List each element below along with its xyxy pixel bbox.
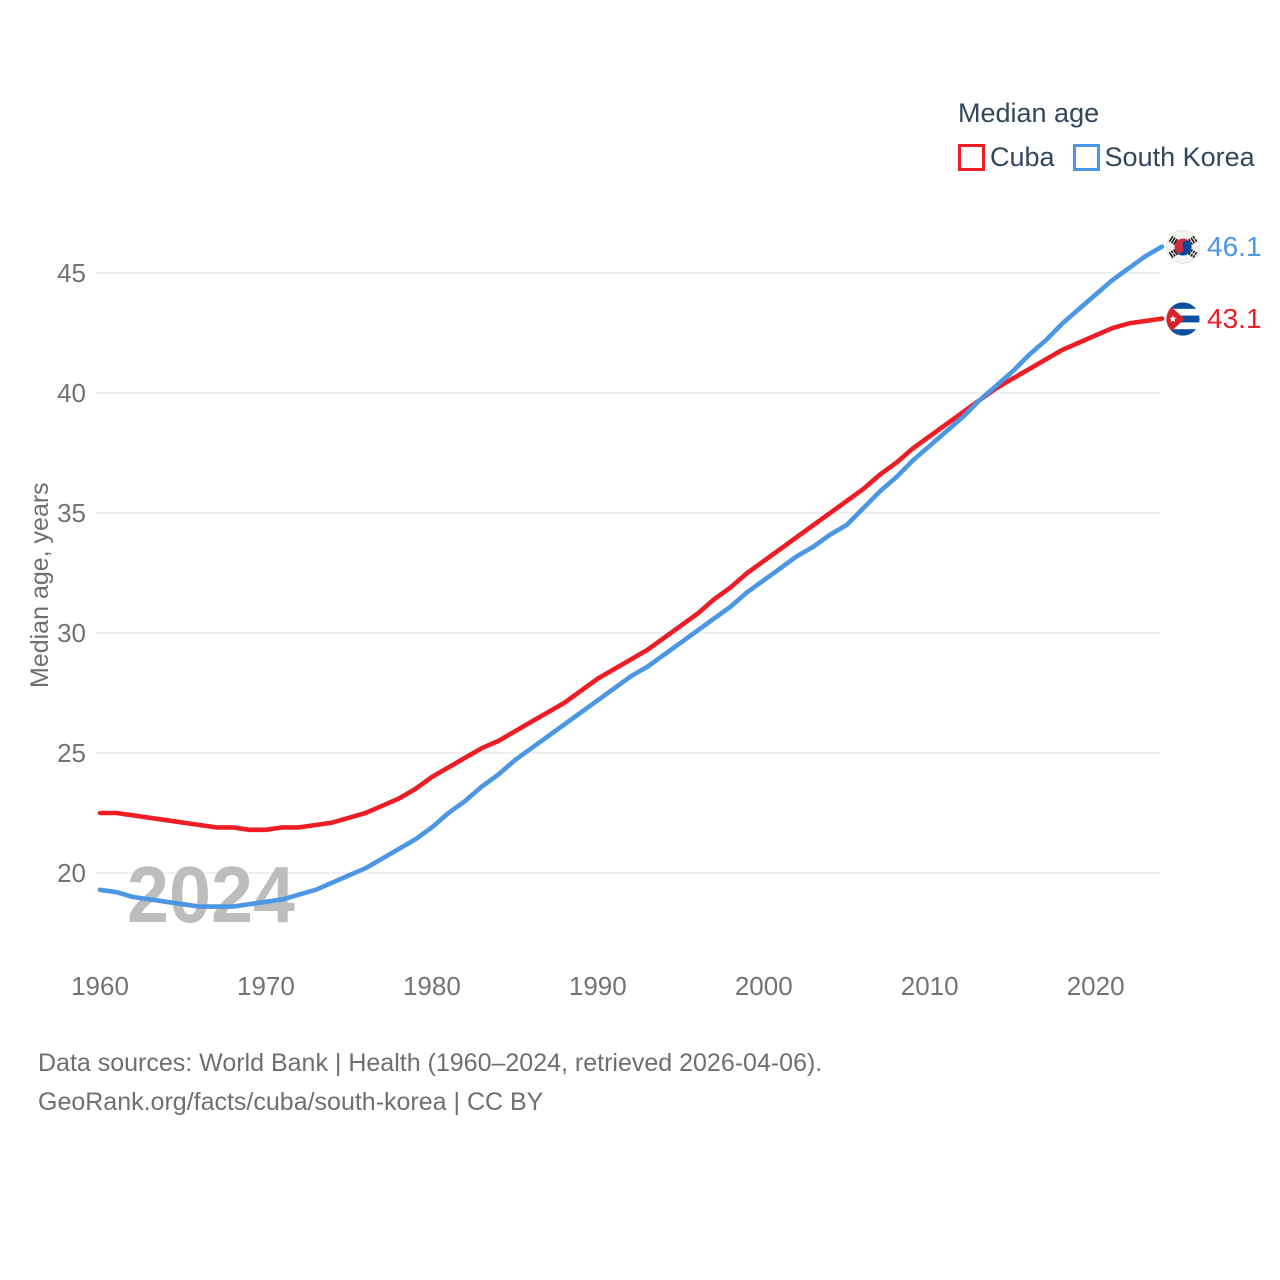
legend-item-south-korea[interactable]: South Korea — [1072, 142, 1255, 173]
y-tick-label: 35 — [57, 498, 86, 528]
gridlines — [96, 272, 1160, 874]
x-tick-label: 1980 — [402, 971, 461, 1001]
legend-item-label: South Korea — [1104, 142, 1255, 172]
y-tick-label: 25 — [57, 738, 86, 768]
attribution-line: GeoRank.org/facts/cuba/south-korea | CC … — [38, 1088, 544, 1116]
south-korea-line — [97, 244, 1165, 909]
legend: Median age Cuba South Korea — [958, 98, 1255, 173]
x-tick-label: 1960 — [71, 971, 129, 1001]
legend-items: Cuba South Korea — [958, 142, 1255, 173]
y-tick-label: 20 — [57, 858, 86, 888]
legend-title: Median age — [958, 98, 1100, 128]
y-tick-label: 45 — [57, 258, 86, 288]
data-lines — [97, 244, 1165, 909]
year-watermark: 2024 — [127, 850, 295, 939]
y-axis-title: Median age, years — [26, 482, 54, 688]
x-tick-label: 1970 — [237, 971, 295, 1001]
south-korea-end-value-label: 46.1 — [1207, 230, 1262, 262]
y-tick-label: 30 — [57, 618, 86, 648]
data-source-line: Data sources: World Bank | Health (1960–… — [38, 1049, 823, 1077]
cuba-swatch-icon — [958, 144, 985, 171]
y-tick-label: 40 — [57, 378, 86, 408]
cuba-end-value-label: 43.1 — [1207, 302, 1262, 334]
x-tick-label: 2020 — [1066, 971, 1125, 1001]
x-tick-label: 2000 — [734, 971, 793, 1001]
footer: Data sources: World Bank | Health (1960–… — [38, 1044, 822, 1122]
x-tick-label: 1990 — [568, 971, 627, 1001]
legend-item-label: Cuba — [990, 142, 1055, 172]
x-tick-label: 2010 — [900, 971, 959, 1001]
legend-item-cuba[interactable]: Cuba — [958, 142, 1055, 173]
south-korea-flag-icon — [1166, 229, 1201, 264]
cuba-flag-icon — [1166, 302, 1200, 336]
south-korea-swatch-icon — [1072, 144, 1100, 171]
